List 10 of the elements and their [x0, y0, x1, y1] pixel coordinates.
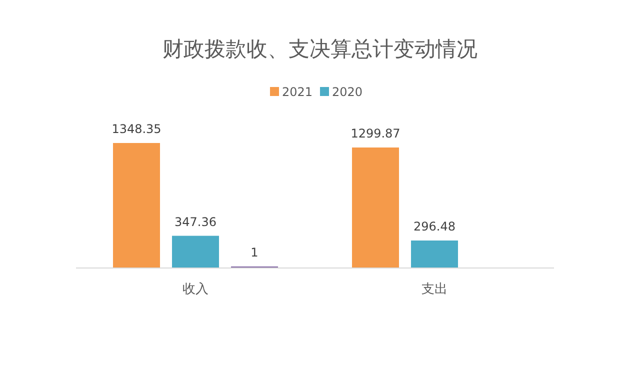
- x-tick-label: 收入: [182, 282, 208, 297]
- data-label: 1348.35: [112, 122, 162, 136]
- legend-label: 2020: [332, 85, 363, 99]
- data-label: 1299.87: [350, 126, 400, 140]
- data-label: 347.36: [174, 214, 216, 229]
- data-label: 296.48: [414, 220, 456, 234]
- chart-title: 财政拨款收、支决算总计变动情况: [162, 37, 478, 61]
- legend-label: 2021: [282, 85, 313, 99]
- data-label: 1: [250, 246, 258, 260]
- x-tick-label: 支出: [422, 282, 448, 297]
